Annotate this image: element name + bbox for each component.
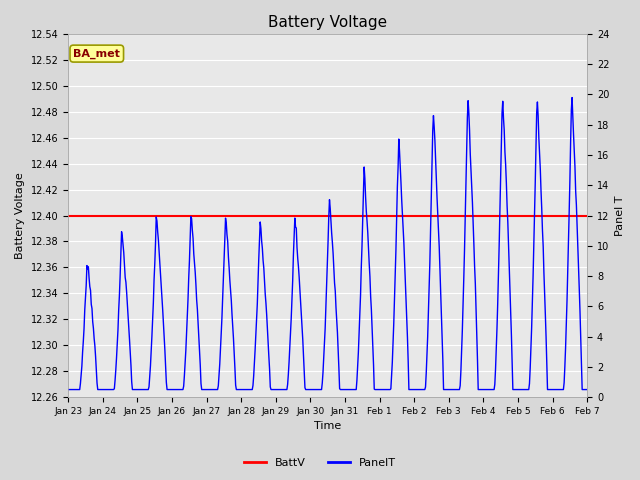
Y-axis label: Battery Voltage: Battery Voltage bbox=[15, 172, 25, 259]
Title: Battery Voltage: Battery Voltage bbox=[268, 15, 387, 30]
Y-axis label: Panel T: Panel T bbox=[615, 195, 625, 236]
Legend: BattV, PanelT: BattV, PanelT bbox=[239, 453, 401, 472]
Text: BA_met: BA_met bbox=[74, 48, 120, 59]
X-axis label: Time: Time bbox=[314, 421, 341, 432]
